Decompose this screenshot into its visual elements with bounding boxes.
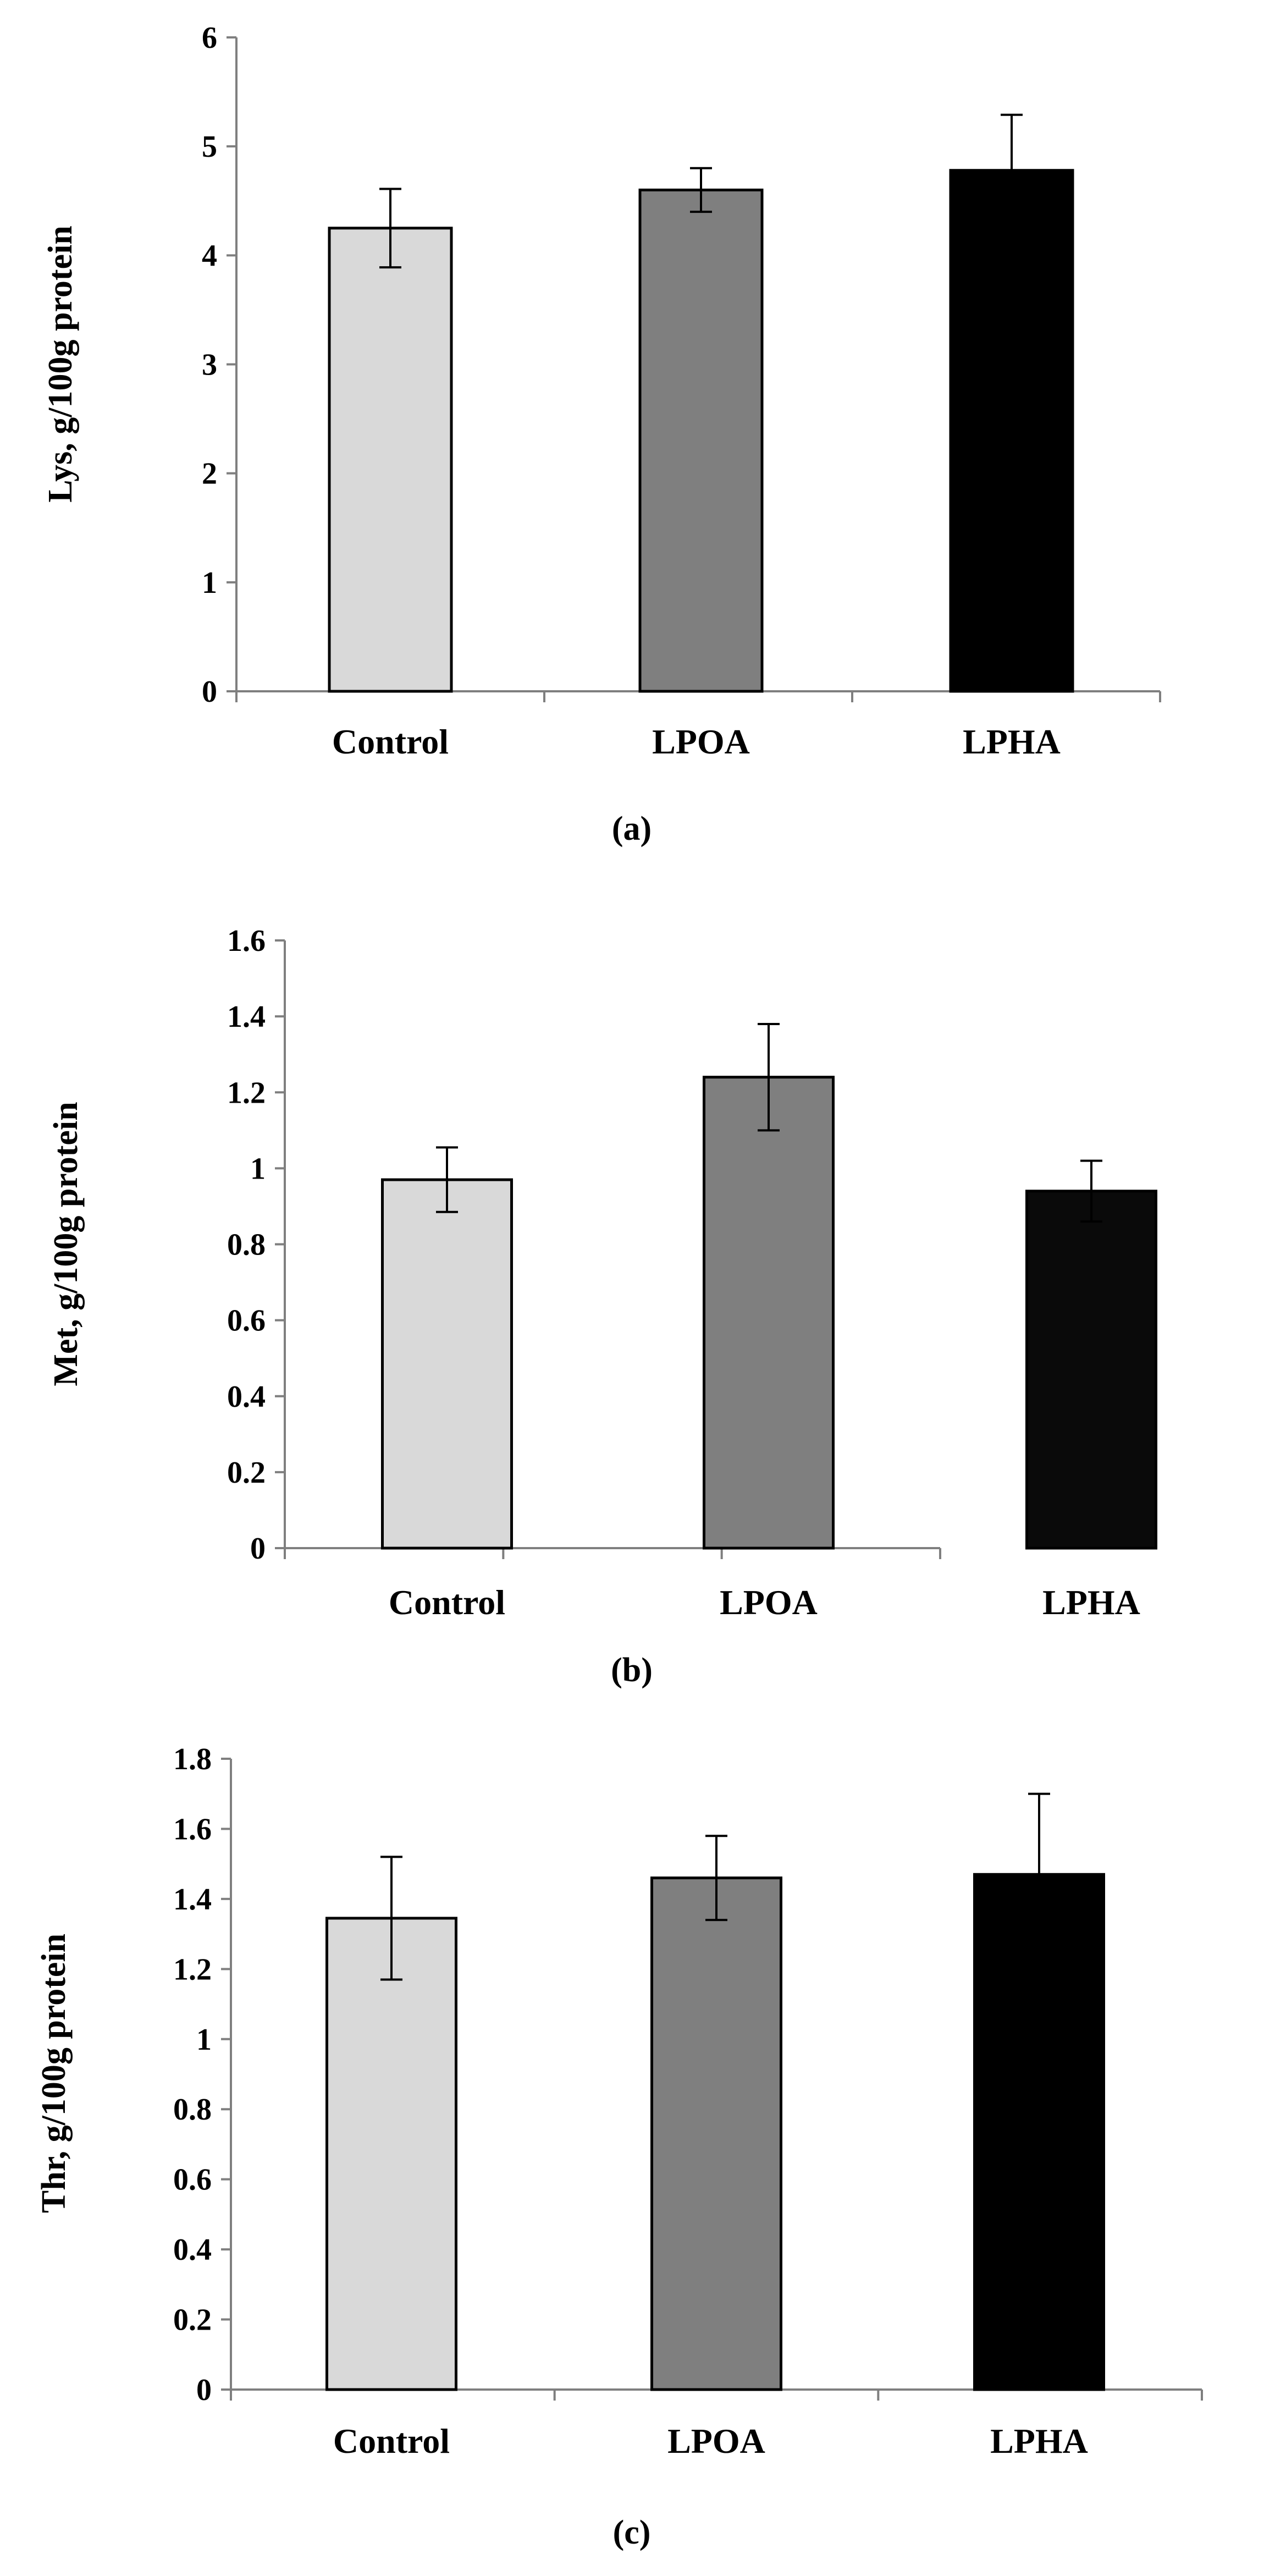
chart-panel-2: 0 0.2 0.4 0.6 0.8 1 1.2 1.4 1.6 Control LPOA LPHA Me…	[47, 924, 1157, 1689]
panel-label: (b)	[611, 1652, 653, 1689]
bar-lpha	[1025, 1190, 1157, 1550]
x-category-label: Control	[389, 1583, 505, 1622]
bar-lpha	[973, 1873, 1105, 2391]
panel-label: (c)	[613, 2514, 651, 2551]
y-tick-label: 1.4	[173, 1883, 212, 1917]
y-tick-label: 1.2	[173, 1952, 212, 1986]
y-tick-label: 0.2	[173, 2303, 212, 2337]
y-tick-label: 4	[202, 239, 217, 273]
y-axis-title: Lys, g/100g protein	[42, 225, 79, 503]
y-tick-label: 0.6	[227, 1304, 266, 1338]
bar-lpha	[949, 169, 1074, 693]
y-axis-title: Thr, g/100g protein	[35, 1934, 73, 2213]
x-category-label: LPOA	[667, 2421, 765, 2461]
y-tick-label: 1	[202, 566, 217, 600]
bar-lpoa	[638, 188, 764, 693]
y-tick-label: 0.4	[227, 1380, 266, 1414]
y-tick-label: 0.2	[227, 1456, 266, 1490]
bar-control	[325, 1917, 457, 2391]
x-category-label: LPHA	[990, 2421, 1088, 2461]
y-tick-label: 2	[202, 457, 217, 491]
y-tick-label: 0	[250, 1532, 266, 1566]
y-tick-label: 1	[250, 1152, 266, 1186]
bar-control	[381, 1178, 513, 1550]
x-category-label: Control	[333, 2421, 450, 2461]
x-category-label: Control	[332, 722, 449, 761]
y-tick-label: 1.6	[227, 924, 266, 958]
x-category-label: LPOA	[720, 1583, 818, 1622]
y-tick-label: 1	[196, 2023, 212, 2057]
y-tick-label: 0.4	[173, 2233, 212, 2267]
y-tick-label: 1.2	[227, 1076, 266, 1110]
x-category-label: LPHA	[963, 722, 1061, 761]
y-tick-label: 0	[202, 675, 217, 709]
y-tick-label: 3	[202, 348, 217, 382]
bar-lpoa	[650, 1876, 782, 2391]
bar-lpoa	[703, 1076, 835, 1550]
y-tick-label: 1.4	[227, 1000, 266, 1034]
chart-panel-1: 0 1 2 3 4 5 6 Control LPOA LPHA Lys, g/100g protei…	[42, 21, 1161, 847]
y-tick-label: 1.8	[173, 1742, 212, 1776]
x-category-label: LPOA	[652, 722, 750, 761]
y-tick-label: 0.6	[173, 2163, 212, 2197]
y-tick-label: 6	[202, 21, 217, 55]
x-category-label: LPHA	[1042, 1583, 1140, 1622]
y-tick-label: 5	[202, 130, 217, 164]
y-tick-label: 0.8	[227, 1228, 266, 1262]
chart-panel-3: 0 0.2 0.4 0.6 0.8 1 1.2 1.4 1.6 1.8 Control LPOA LPH…	[35, 1742, 1203, 2551]
y-tick-label: 0.8	[173, 2093, 212, 2127]
y-tick-label: 0	[196, 2373, 212, 2407]
panel-label: (a)	[612, 810, 652, 847]
y-tick-label: 1.6	[173, 1812, 212, 1846]
y-axis-title: Met, g/100g protein	[47, 1102, 85, 1386]
bar-control	[328, 227, 453, 693]
